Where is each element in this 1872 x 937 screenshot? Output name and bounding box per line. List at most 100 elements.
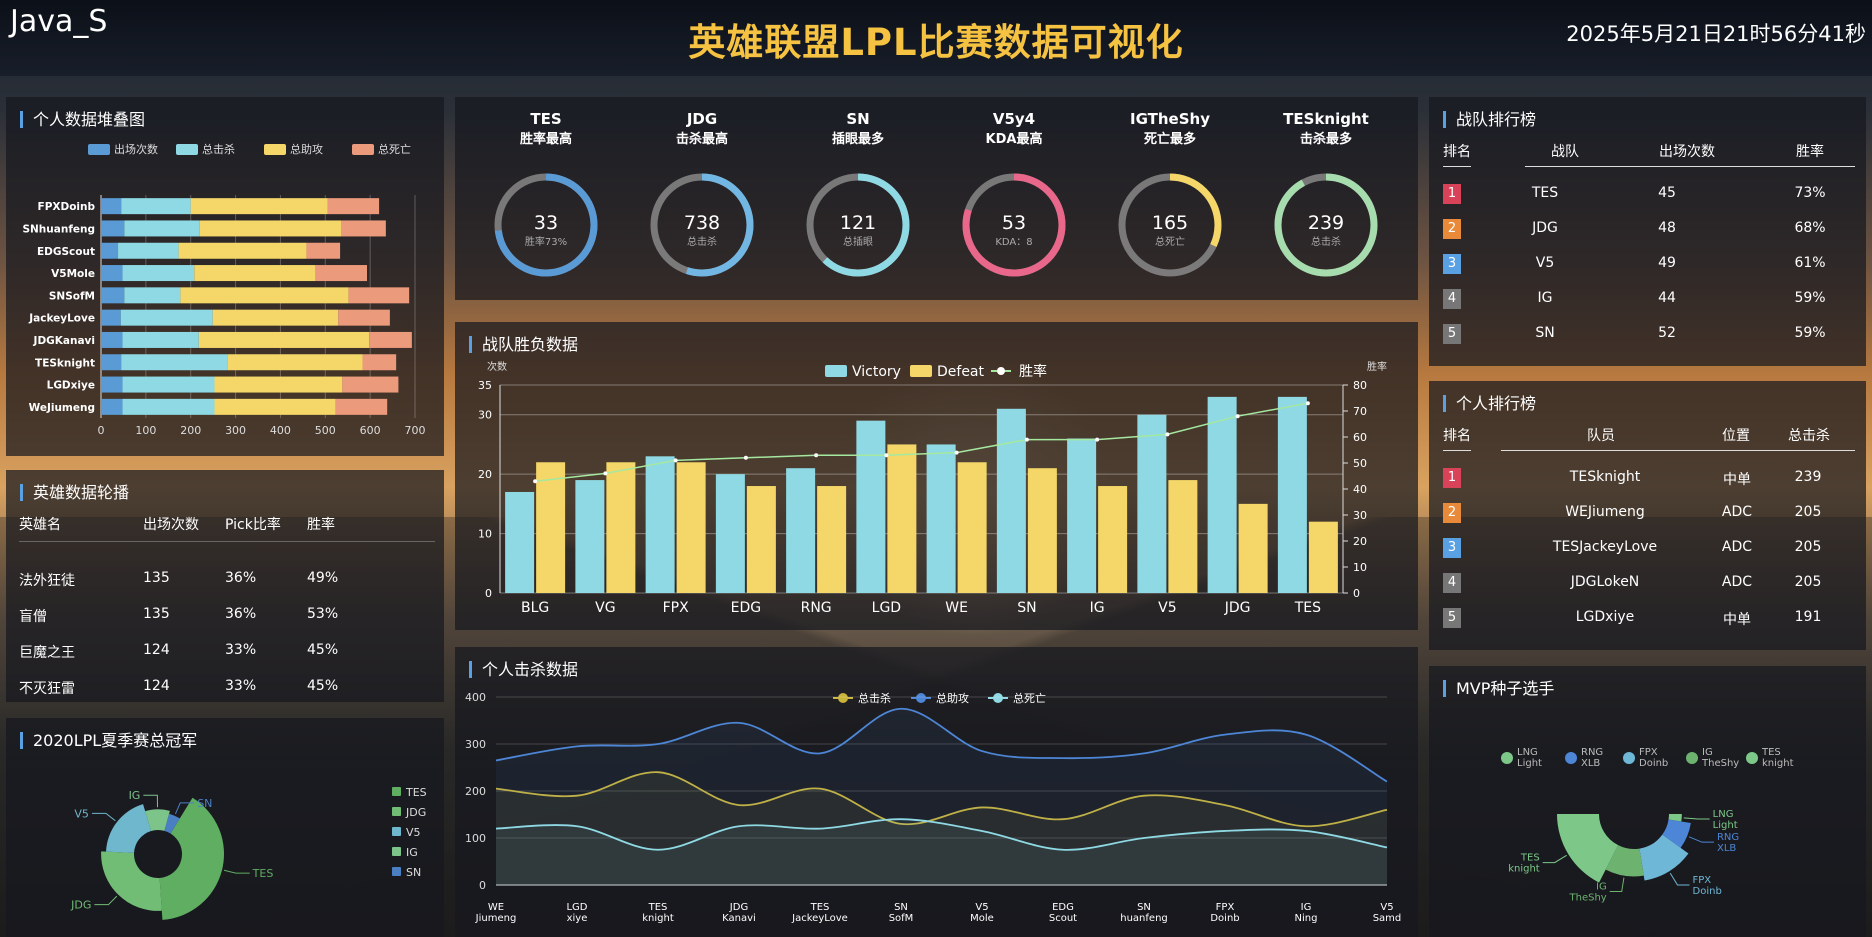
rank-header: 排名 <box>1443 428 1471 444</box>
bar-segment <box>190 198 328 215</box>
bar-segment <box>121 354 228 371</box>
player-header: 队员 <box>1587 428 1615 444</box>
y-tick-label: V5Mole <box>51 268 95 280</box>
bar-segment <box>120 309 213 326</box>
ring-subtitle: 击杀最高 <box>676 131 728 147</box>
rank-badge: 1 <box>1443 468 1461 488</box>
hero-header-pick: Pick比率 <box>225 517 281 533</box>
x-tick-label: 0 <box>98 424 105 437</box>
legend-dot <box>997 367 1005 375</box>
legend-dot <box>1686 752 1698 764</box>
brand-logo: Java_S <box>10 4 108 39</box>
rank-header: 排名 <box>1443 144 1471 160</box>
rings: TES胜率最高33胜率73%JDG击杀最高738总击杀SN插眼最多121总插眼V… <box>494 110 1378 277</box>
label-line <box>1683 817 1710 820</box>
team-rank-win: 59% <box>1794 325 1826 341</box>
hero-name: 盲僧 <box>19 609 47 625</box>
legend-swatch <box>825 365 847 377</box>
kills-header: 总击杀 <box>1788 428 1830 444</box>
bar-segment <box>101 220 125 237</box>
bar-segment <box>101 242 119 259</box>
hero-count: 135 <box>143 570 170 586</box>
legend-label: 总击杀 <box>858 691 891 705</box>
winrate-point <box>1305 401 1310 406</box>
slice-label: TES <box>1520 853 1540 864</box>
player-rank-player: LGDxiye <box>1575 609 1635 625</box>
bar-segment <box>122 398 215 415</box>
team-rank-team: TES <box>1531 185 1559 201</box>
ring-subtitle: 击杀最多 <box>1300 131 1352 147</box>
y-tick-label: 300 <box>465 738 486 751</box>
bar-segment <box>198 331 370 348</box>
ring-title: SN <box>846 110 869 128</box>
bar-segment <box>122 376 215 393</box>
x-tick-label: WE <box>945 600 968 616</box>
y-tick-label: 0 <box>479 879 486 892</box>
player-rank-pos: ADC <box>1721 504 1753 520</box>
bar-segment <box>348 287 410 304</box>
ring-label: 总击杀 <box>1311 235 1341 248</box>
y-tick-label: 400 <box>465 691 486 704</box>
series-area <box>496 772 1387 885</box>
y-tick-label: 20 <box>478 468 492 481</box>
winrate-point <box>743 455 748 460</box>
hero-count: 135 <box>143 606 170 622</box>
bar-segment <box>338 309 390 326</box>
x-tick-label: TES <box>810 902 830 913</box>
ring-label: KDA：8 <box>995 237 1032 248</box>
legend-label: LNG <box>1517 747 1538 758</box>
legend-swatch <box>352 144 374 155</box>
legend-label: 出场次数 <box>114 142 158 156</box>
defeat-bar <box>1308 521 1338 593</box>
hero-count: 124 <box>143 642 170 658</box>
bar-segment <box>124 287 181 304</box>
defeat-bar <box>1238 503 1268 593</box>
y2-axis-title: 胜率 <box>1367 360 1387 373</box>
bar-segment <box>101 265 123 282</box>
legend-label: V5 <box>406 826 421 839</box>
victory-bar <box>505 491 535 593</box>
rank-badge: 2 <box>1443 503 1461 523</box>
x-tick-label: SN <box>894 902 908 913</box>
series-line <box>495 818 1388 851</box>
y2-tick-label: 70 <box>1353 405 1367 418</box>
y-tick-label: 35 <box>478 379 492 392</box>
legend-label: TheShy <box>1701 758 1739 769</box>
rose-slice <box>145 809 170 832</box>
defeat-bar <box>1027 468 1057 593</box>
label-line <box>143 794 158 808</box>
champ-chart: TES JDG V5 IG SN TES JDG V5 IG SN <box>70 786 427 920</box>
panel-title: MVP种子选手 <box>1443 680 1554 697</box>
bar-segment <box>101 309 121 326</box>
legend-label: 总击杀 <box>202 142 235 156</box>
bar-segment <box>180 287 349 304</box>
ring-title: IGTheShy <box>1130 110 1210 128</box>
champ-panel: 2020LPL夏季赛总冠军 TES JDG V5 IG SN TES JDG V5 IG SN <box>6 718 444 937</box>
team-rank-team: SN <box>1535 325 1555 341</box>
x-tick-label: Ning <box>1295 913 1318 924</box>
top-bar: Java_S 英雄联盟LPL比赛数据可视化 2025年5月21日21时56分41… <box>0 0 1872 76</box>
legend-label: 总助攻 <box>936 691 969 705</box>
legend-dot <box>1501 752 1513 764</box>
x-tick-label: V5 <box>1158 600 1176 616</box>
bar-segment <box>121 198 191 215</box>
defeat-bar <box>1098 486 1128 593</box>
hero-header-win: 胜率 <box>307 517 335 533</box>
x-tick-label: EDG <box>731 600 761 616</box>
team-rank-count: 48 <box>1658 220 1676 236</box>
rank-player-panel: 个人排行榜 排名 队员 位置 总击杀 1 TESknight 中单 239 2 WEJiu… <box>1429 381 1866 650</box>
y2-tick-label: 80 <box>1353 379 1367 392</box>
x-tick-label: IG <box>1301 902 1312 913</box>
player-rank-pos: ADC <box>1721 539 1753 555</box>
hero-win: 45% <box>307 678 339 694</box>
victory-bar <box>1277 396 1307 593</box>
team-rank-win: 61% <box>1794 255 1826 271</box>
ring-label: 总插眼 <box>843 235 873 248</box>
stack-panel: 个人数据堆叠图 出场次数 总击杀 总助攻 总死亡 0 100 200 300 400 500 600… <box>6 97 444 456</box>
x-tick-label: Scout <box>1049 913 1077 924</box>
ring-progress <box>494 173 598 277</box>
x-tick-label: SofM <box>889 913 914 924</box>
bar-segment <box>369 331 412 348</box>
player-rank-player: TESknight <box>1569 469 1641 485</box>
hero-win: 49% <box>307 570 339 586</box>
